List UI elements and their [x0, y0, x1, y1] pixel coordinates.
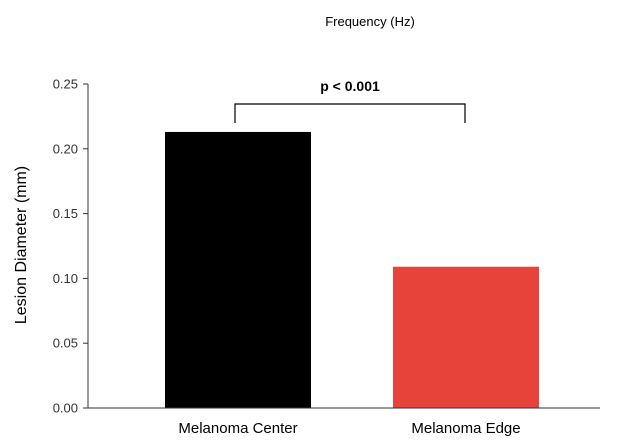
chart-title: Frequency (Hz) [325, 14, 415, 29]
p-value-label: p < 0.001 [320, 78, 380, 94]
y-tick-label: 0.20 [53, 141, 78, 156]
y-tick-label: 0.10 [53, 271, 78, 286]
x-category-label: Melanoma Edge [411, 420, 520, 437]
y-axis-title: Lesion Diameter (mm) [13, 166, 30, 324]
y-tick-label: 0.05 [53, 336, 78, 351]
significance-bracket [234, 103, 466, 123]
y-axis: 0.00 0.05 0.10 0.15 0.20 0.25 [53, 77, 89, 416]
y-tick-label: 0.25 [53, 77, 78, 92]
bars [165, 131, 539, 408]
significance-annotation: p < 0.001 [234, 78, 466, 123]
bar-melanoma-center [165, 131, 311, 408]
y-tick-label: 0.00 [53, 401, 78, 416]
x-axis: Melanoma Center Melanoma Edge [88, 407, 600, 437]
x-category-label: Melanoma Center [178, 420, 297, 437]
y-tick-label: 0.15 [53, 206, 78, 221]
bar-melanoma-edge [393, 266, 539, 408]
